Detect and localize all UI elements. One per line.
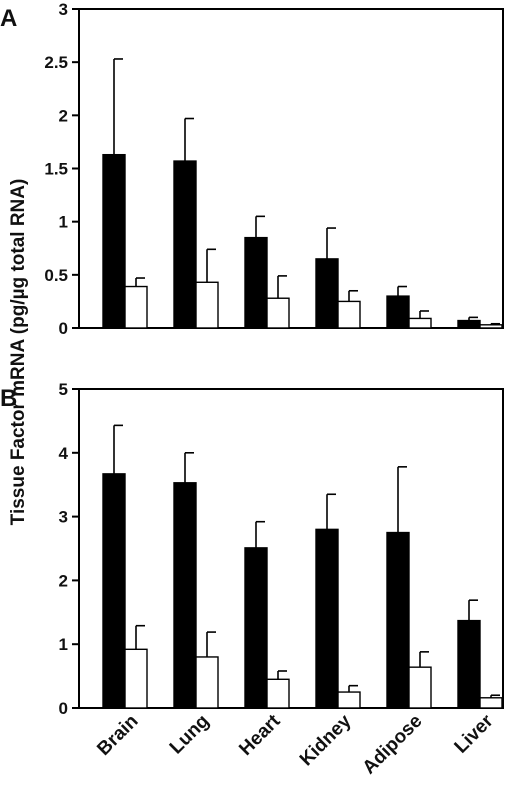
bar-brain-open — [124, 285, 148, 329]
panel-b: B 0 1 2 3 4 5 Brain Lung Heart Kidney Adipose Liver — [0, 380, 504, 779]
bar-kidney-filled — [315, 528, 339, 709]
bar-liver-open — [479, 697, 503, 709]
bar-heart-filled — [244, 547, 268, 709]
y-tick-label: 5 — [59, 380, 68, 399]
y-axis-label: Tissue Factor mRNA (pg/µg total RNA) — [8, 179, 29, 526]
bar-heart-open — [266, 297, 290, 329]
category-label-heart: Heart — [235, 710, 285, 760]
bar-adipose-filled — [386, 531, 410, 709]
plot-frame — [78, 8, 504, 329]
panel-b-plot: 0 1 2 3 4 5 Brain Lung Heart Kidney Adipose Liver — [59, 380, 504, 779]
bar-kidney-open — [337, 300, 361, 329]
bar-liver-filled — [457, 619, 481, 709]
y-tick-label: 1.5 — [44, 160, 68, 179]
y-tick-label: 2 — [59, 106, 68, 125]
bar-adipose-open — [408, 666, 432, 709]
bar-brain-open — [124, 648, 148, 709]
bar-kidney-filled — [315, 258, 339, 329]
category-label-kidney: Kidney — [296, 710, 356, 770]
bar-heart-open — [266, 678, 290, 709]
bar-kidney-open — [337, 691, 361, 709]
y-tick-label: 2.5 — [44, 53, 68, 72]
bar-lung-open — [195, 281, 219, 329]
category-label-adipose: Adipose — [359, 711, 427, 779]
y-tick-label: 0 — [59, 699, 68, 718]
category-label-lung: Lung — [166, 711, 214, 759]
bar-brain-filled — [102, 473, 126, 709]
y-tick-label: 0 — [59, 319, 68, 338]
bar-lung-open — [195, 656, 219, 709]
panel-a-plot: 0 0.5 1 1.5 2 2.5 3 — [44, 0, 504, 338]
bar-lung-filled — [173, 482, 197, 709]
y-tick-label: 3 — [59, 508, 68, 527]
bar-brain-filled — [102, 153, 126, 329]
category-label-liver: Liver — [451, 710, 498, 757]
y-tick-label: 4 — [59, 444, 69, 463]
panel-a-label: A — [0, 5, 17, 32]
y-tick-label: 2 — [59, 571, 68, 590]
bar-lung-filled — [173, 160, 197, 329]
y-tick-label: 3 — [59, 0, 68, 19]
bar-adipose-open — [408, 317, 432, 329]
bar-liver-open — [479, 324, 503, 329]
plot-frame — [78, 388, 504, 709]
y-tick-label: 1 — [59, 213, 68, 232]
category-label-brain: Brain — [93, 711, 142, 760]
y-tick-label: 0.5 — [44, 266, 68, 285]
bar-liver-filled — [457, 319, 481, 329]
bar-adipose-filled — [386, 295, 410, 329]
y-tick-label: 1 — [59, 635, 68, 654]
panel-b-label: B — [0, 385, 17, 412]
panel-a: A 0 0.5 1 1.5 2 2.5 3 — [0, 0, 504, 338]
bar-heart-filled — [244, 236, 268, 329]
